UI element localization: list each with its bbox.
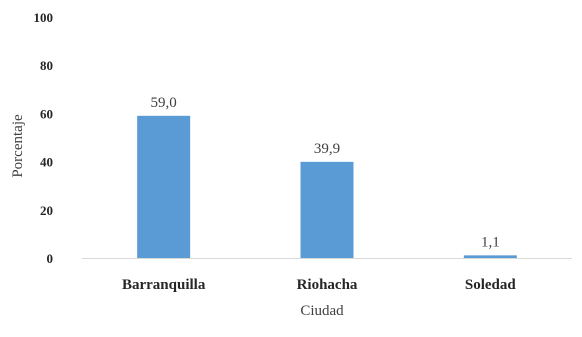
bar-value-label: 39,9	[314, 141, 340, 157]
y-axis: 0 20 40 60 80 100	[34, 10, 54, 266]
y-tick-label: 60	[40, 106, 53, 121]
y-tick-label: 40	[40, 155, 53, 170]
x-axis-title: Ciudad	[300, 303, 344, 319]
y-tick-label: 20	[40, 203, 53, 218]
y-tick-label: 0	[47, 251, 54, 266]
y-tick-label: 80	[40, 58, 53, 73]
y-tick-label: 100	[34, 10, 54, 25]
bar-value-label: 1,1	[481, 234, 500, 250]
x-axis: Barranquilla Riohacha Soledad	[82, 258, 572, 293]
bars-group: 59,0 39,9 1,1	[137, 95, 517, 258]
x-tick-label: Barranquilla	[122, 277, 206, 293]
x-tick-label: Riohacha	[297, 277, 358, 293]
bar-barranquilla	[137, 115, 191, 258]
bar-soledad	[463, 255, 517, 258]
bar-value-label: 59,0	[151, 95, 177, 111]
x-tick-label: Soledad	[465, 277, 517, 293]
bar-riohacha	[300, 161, 354, 258]
y-axis-title: Porcentaje	[10, 114, 26, 178]
